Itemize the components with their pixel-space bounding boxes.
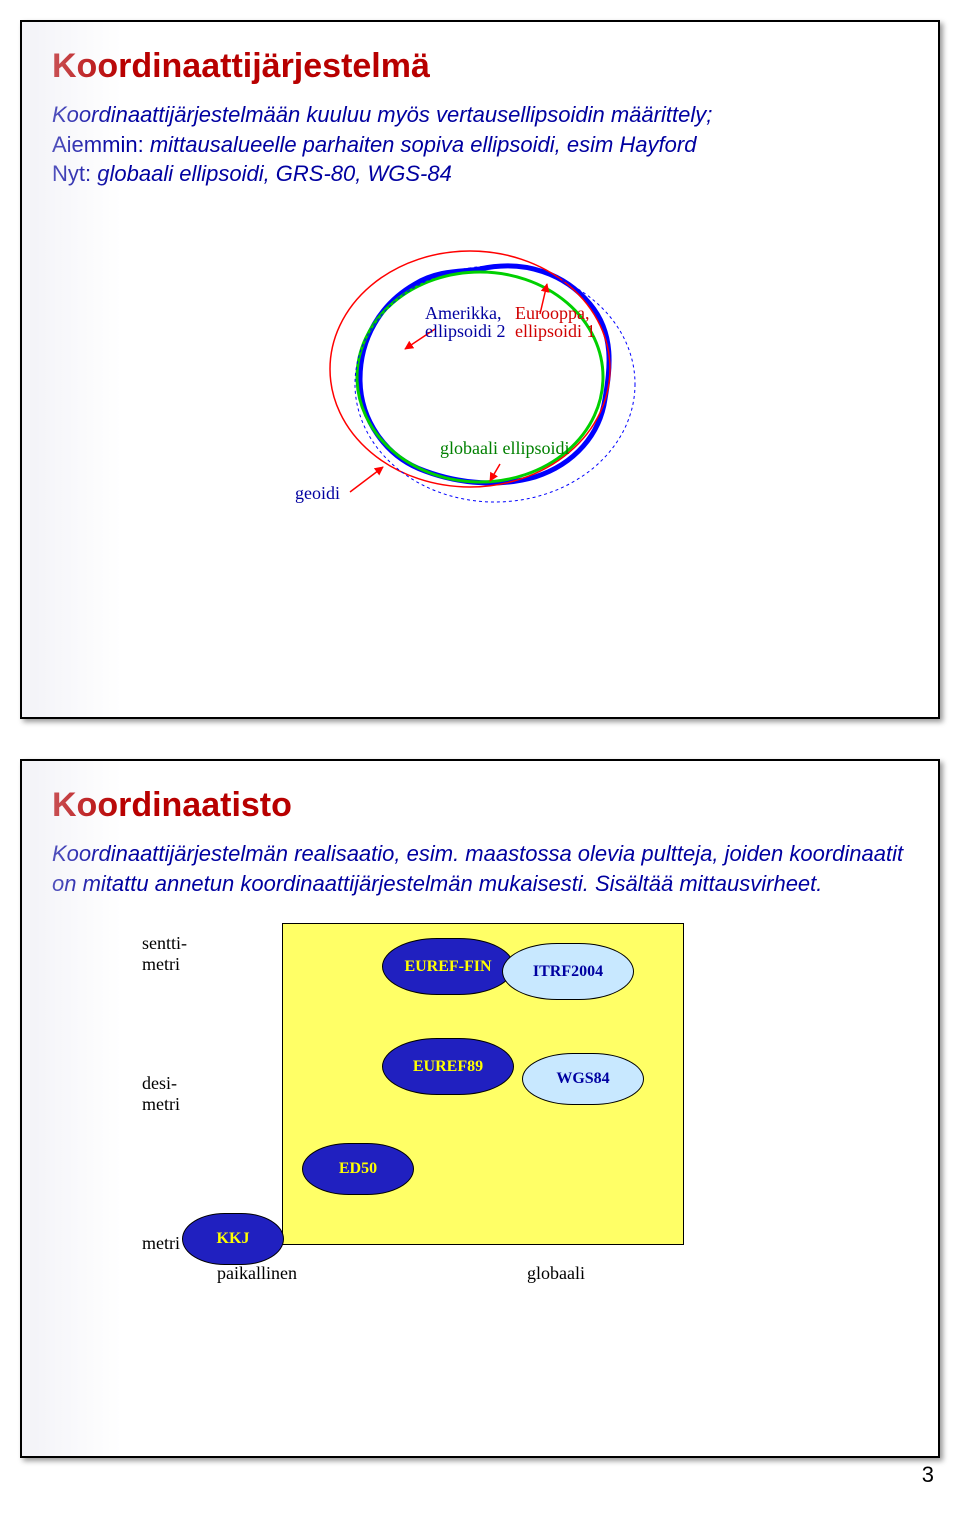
arrow-glob <box>490 464 500 481</box>
slide1-line3-label: Nyt: <box>52 161 91 186</box>
slide1-line2-label: Aiemmin: <box>52 132 144 157</box>
slide1-line2-text: mittausalueelle parhaiten sopiva ellipso… <box>150 132 697 157</box>
slide1-line3-text: globaali ellipsoidi, GRS-80, WGS-84 <box>97 161 452 186</box>
slide2-title: Koordinaatisto <box>52 786 908 825</box>
page-number: 3 <box>922 1462 934 1488</box>
x-axis-label: paikallinen <box>217 1263 297 1284</box>
cloud-wgs84: WGS84 <box>522 1053 644 1105</box>
x-axis-label: globaali <box>527 1263 585 1284</box>
slide-2: Koordinaatisto Koordinaattijärjestelmän … <box>20 759 940 1458</box>
slide2-body: Koordinaattijärjestelmän realisaatio, es… <box>52 839 908 898</box>
slide1-title: Koordinaattijärjestelmä <box>52 47 908 86</box>
label-globaali: globaali ellipsoidi <box>440 438 569 458</box>
label-amerikka: Amerikka,ellipsoidi 2 <box>425 303 506 341</box>
y-axis-label: sentti- metri <box>142 933 187 975</box>
slide1-line2: Aiemmin: mittausalueelle parhaiten sopiv… <box>52 130 908 160</box>
y-axis-label: desi- metri <box>142 1073 180 1115</box>
label-eurooppa: Eurooppa,ellipsoidi 1 <box>515 303 596 341</box>
slide1-body: Koordinaattijärjestelmään kuuluu myös ve… <box>52 100 908 189</box>
cloud-ed50: ED50 <box>302 1143 414 1195</box>
cloud-euref89: EUREF89 <box>382 1038 514 1095</box>
slide1-line3: Nyt: globaali ellipsoidi, GRS-80, WGS-84 <box>52 159 908 189</box>
ellipsoid-svg: Amerikka,ellipsoidi 2 Eurooppa,ellipsoid… <box>265 209 695 559</box>
slide1-line1: Koordinaattijärjestelmään kuuluu myös ve… <box>52 100 908 130</box>
arrow-geoid <box>350 467 383 492</box>
slide-1: Koordinaattijärjestelmä Koordinaattijärj… <box>20 20 940 719</box>
cloud-kkj: KKJ <box>182 1213 284 1265</box>
coordinate-chart: EUREF-FINITRF2004 EUREF89WGS84 ED50 KKJ sent… <box>52 923 908 1303</box>
y-axis-label: metri <box>142 1233 180 1254</box>
ellipsoid-diagram: Amerikka,ellipsoidi 2 Eurooppa,ellipsoid… <box>52 209 908 559</box>
label-geoidi: geoidi <box>295 483 340 503</box>
cloud-euref_fin: EUREF-FIN <box>382 938 514 995</box>
cloud-itrf: ITRF2004 <box>502 943 634 1000</box>
